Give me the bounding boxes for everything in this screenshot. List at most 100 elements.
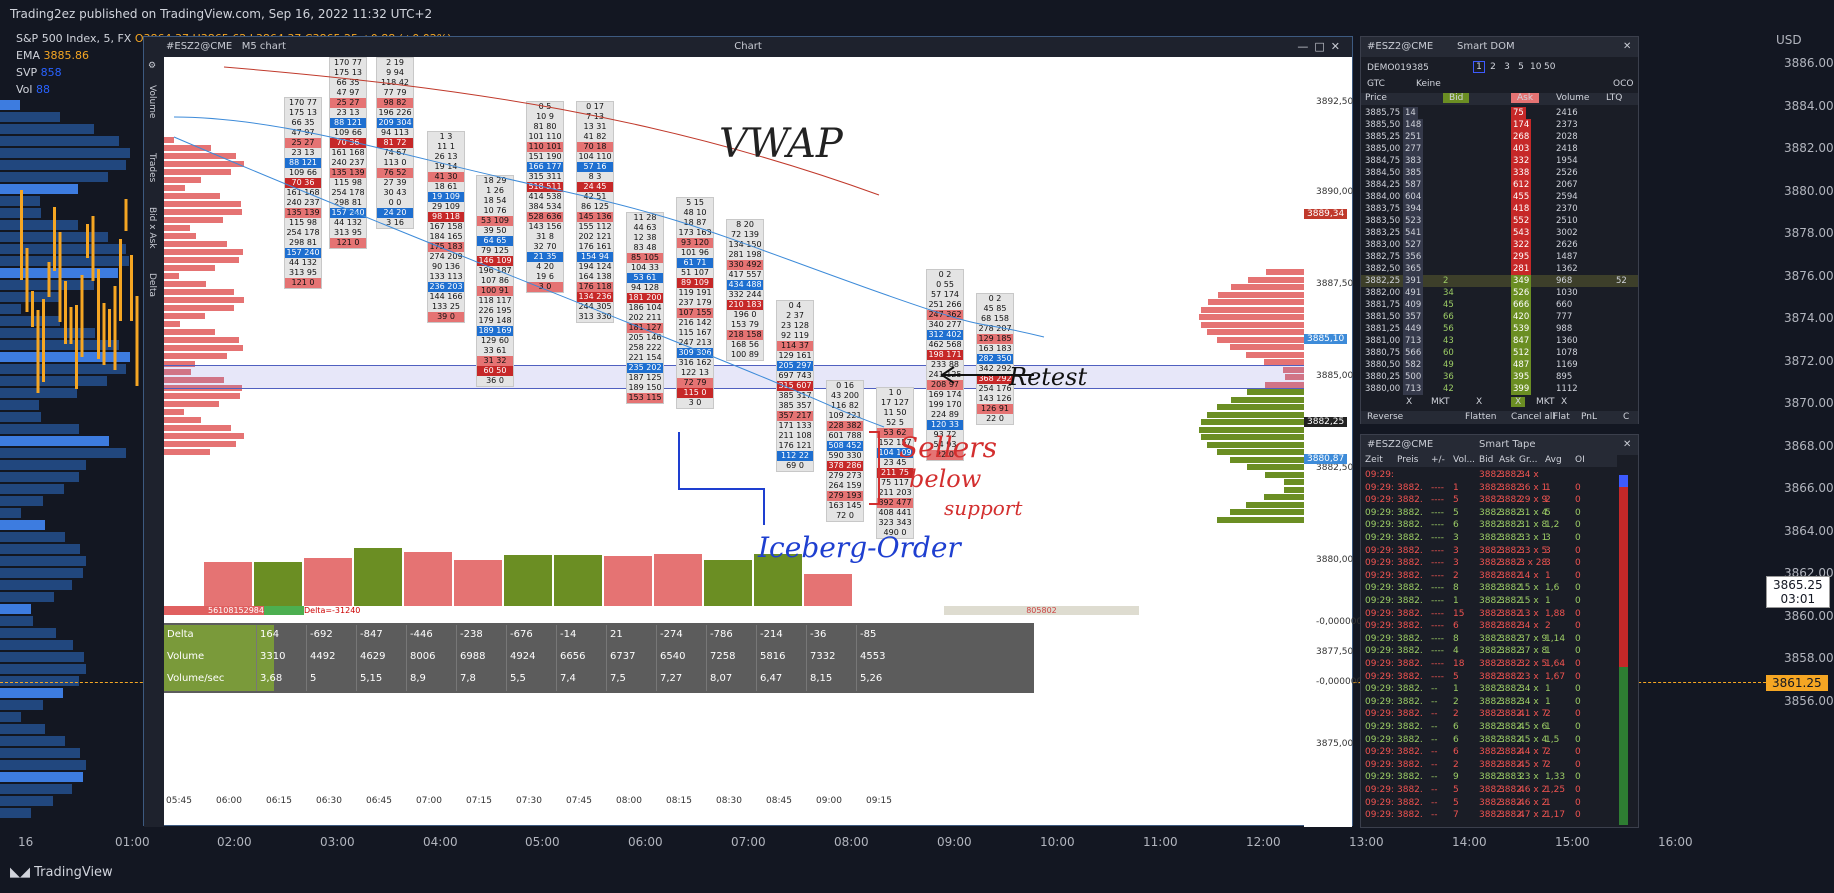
dom-row[interactable]: 3883,25 541 543 3002 xyxy=(1361,227,1638,239)
qty-button[interactable]: 10 xyxy=(1530,62,1542,72)
tif-select[interactable]: GTC xyxy=(1367,79,1385,89)
dom-row[interactable]: 3885,75 14 75 2416 xyxy=(1361,107,1638,119)
oco-mode[interactable]: Keine xyxy=(1416,79,1441,89)
dom-row[interactable]: 3881,00 713 43 847 1360 xyxy=(1361,335,1638,347)
tape-row[interactable]: 09:29: 3882. -- 9 3882. 3883. 23 x 1,33 0 xyxy=(1361,771,1617,784)
qty-button[interactable]: 1 xyxy=(1473,61,1485,73)
account-select[interactable]: DEMO019385 xyxy=(1367,63,1429,73)
dom-row[interactable]: 3884,25 587 612 2067 xyxy=(1361,179,1638,191)
tab-delta[interactable]: Delta xyxy=(147,273,157,298)
dom-row[interactable]: 3881,75 409 45 666 660 xyxy=(1361,299,1638,311)
orderflow-chart-window[interactable]: #ESZ2@CME M5 chart Chart —□✕ ⚙ Volume Tr… xyxy=(143,36,1362,827)
dom-button[interactable]: C xyxy=(1623,412,1630,422)
tape-symbol[interactable]: #ESZ2@CME xyxy=(1367,439,1434,450)
dom-row[interactable]: 3880,75 566 60 512 1078 xyxy=(1361,347,1638,359)
dom-row[interactable]: 3880,25 500 36 395 895 xyxy=(1361,371,1638,383)
close-icon[interactable]: ✕ xyxy=(1623,41,1632,52)
dom-action[interactable]: X xyxy=(1561,397,1568,407)
qty-button[interactable]: 2 xyxy=(1490,62,1496,72)
tape-row[interactable]: 09:29: 3882. 3882. 34 x xyxy=(1361,469,1617,482)
qty-button[interactable]: 3 xyxy=(1504,62,1510,72)
tape-row[interactable]: 09:29: 3882. -- 6 3882. 3882. 45 x 4 1,5 0 xyxy=(1361,734,1617,747)
tape-scrollbar[interactable] xyxy=(1619,475,1628,825)
close-icon[interactable]: ✕ xyxy=(1330,40,1346,53)
chart-time-axis[interactable]: 05:45 06:00 06:15 06:30 06:45 07:00 07:15 07:30… xyxy=(164,795,1304,809)
dom-button[interactable]: Flat xyxy=(1553,412,1570,422)
orderflow-plot[interactable]: 170 77 175 13 66 35 47 97 25 27 23 13 88 121 10… xyxy=(164,57,1304,757)
dom-row[interactable]: 3883,75 394 418 2370 xyxy=(1361,203,1638,215)
chart-symbol[interactable]: #ESZ2@CME M5 chart xyxy=(166,41,286,52)
dom-row[interactable]: 3882,75 356 295 1487 xyxy=(1361,251,1638,263)
window-controls[interactable]: —□✕ xyxy=(1297,40,1346,53)
tab-trades[interactable]: Trades xyxy=(147,153,157,183)
dom-action[interactable]: MKT xyxy=(1431,397,1450,407)
qty-button[interactable]: 50 xyxy=(1544,62,1556,72)
dom-row[interactable]: 3884,50 385 338 2526 xyxy=(1361,167,1638,179)
dom-action-row[interactable]: X MKT X X MKT X xyxy=(1361,397,1638,410)
dom-row[interactable]: 3881,50 357 66 420 777 xyxy=(1361,311,1638,323)
dom-row[interactable]: 3884,00 604 455 2594 xyxy=(1361,191,1638,203)
tape-row[interactable]: 09:29: 3882. -- 7 3882. 3882. 47 x 2 1,17 0 xyxy=(1361,809,1617,822)
dom-symbol[interactable]: #ESZ2@CME xyxy=(1367,41,1434,52)
smart-tape-window[interactable]: #ESZ2@CME Smart Tape ✕ Zeit Preis +/- Vol..… xyxy=(1360,434,1639,828)
dom-row[interactable]: 3883,50 523 552 2510 xyxy=(1361,215,1638,227)
dom-row[interactable]: 3883,00 527 322 2626 xyxy=(1361,239,1638,251)
dom-action[interactable]: X xyxy=(1511,397,1526,407)
dom-button[interactable]: PnL xyxy=(1581,412,1597,422)
dom-titlebar[interactable]: #ESZ2@CME Smart DOM ✕ xyxy=(1361,37,1638,57)
tape-row[interactable]: 09:29: 3882. ---- 15 3882. 3882. 13 x 1,88 0 xyxy=(1361,608,1617,621)
qty-button[interactable]: 5 xyxy=(1518,62,1524,72)
dom-action[interactable]: X xyxy=(1476,397,1483,407)
dom-row[interactable]: 3882,25 391 2 349 968 52 xyxy=(1361,275,1638,287)
minimize-icon[interactable]: — xyxy=(1297,40,1315,53)
dom-button[interactable]: Cancel all xyxy=(1511,412,1555,422)
oco-button[interactable]: OCO xyxy=(1613,79,1634,89)
chart-titlebar[interactable]: #ESZ2@CME M5 chart Chart —□✕ xyxy=(144,37,1352,57)
chart-price-axis[interactable]: 3892,50 3890,00 3887,50 3885,00 3882,50 3880,… xyxy=(1304,57,1362,827)
close-icon[interactable]: ✕ xyxy=(1623,439,1632,450)
dom-action[interactable]: MKT xyxy=(1536,397,1555,407)
dom-row[interactable]: 3885,00 277 403 2418 xyxy=(1361,143,1638,155)
dom-row[interactable]: 3884,75 383 332 1954 xyxy=(1361,155,1638,167)
tape-row[interactable]: 09:29: 3882. ---- 6 3882. 3882. 31 x 8 1,2 0 xyxy=(1361,519,1617,532)
dom-row[interactable]: 3881,25 449 56 539 988 xyxy=(1361,323,1638,335)
tab-volume[interactable]: Volume xyxy=(147,85,157,119)
tape-row[interactable]: 09:29: 3882. ---- 8 3882. 3882. 15 x 1,6 0 xyxy=(1361,582,1617,595)
dom-row[interactable]: 3882,50 365 281 1362 xyxy=(1361,263,1638,275)
maximize-icon[interactable]: □ xyxy=(1314,40,1331,53)
tradingview-logo[interactable]: ◣◢ TradingView xyxy=(10,865,113,880)
dom-row[interactable]: 3885,25 251 268 2028 xyxy=(1361,131,1638,143)
tape-row[interactable]: 09:29: 3882. ---- 5 3882. 3882. 23 x 1,67 0 xyxy=(1361,671,1617,684)
dom-row[interactable]: 3885,50 148 174 2373 xyxy=(1361,119,1638,131)
tab-bid-ask[interactable]: Bid x Ask xyxy=(147,207,157,249)
chart-left-sidebar[interactable]: ⚙ Volume Trades Bid x Ask Delta xyxy=(144,57,164,827)
tape-row[interactable]: 09:29: 3882. ---- 18 3882. 3882. 32 x 5 1,64 0 xyxy=(1361,658,1617,671)
time-axis[interactable]: 16 01:00 02:00 03:00 04:00 05:00 06:00 07:00 08:… xyxy=(0,832,1834,854)
dom-button[interactable]: Reverse xyxy=(1367,412,1404,422)
dom-row[interactable]: 3882,00 491 34 526 1030 xyxy=(1361,287,1638,299)
tape-row[interactable]: 09:29: 3882. -- 5 3882. 3882. 46 x 2 1,25 0 xyxy=(1361,784,1617,797)
tape-row[interactable]: 09:29: 3882. ---- 3 3882. 3882. 3 x 28 3 0 xyxy=(1361,557,1617,570)
price-axis[interactable]: USD 3886.00 3884.00 3882.00 3880.00 3878.00 3… xyxy=(1768,30,1834,830)
dom-row[interactable]: 3880,00 713 42 399 1112 xyxy=(1361,383,1638,395)
dom-buttons[interactable]: Reverse Flatten Cancel all Flat PnL C xyxy=(1361,411,1638,424)
settings-icon[interactable]: ⚙ xyxy=(147,61,157,71)
tape-titlebar[interactable]: #ESZ2@CME Smart Tape ✕ xyxy=(1361,435,1638,455)
dom-row[interactable]: 3880,50 582 49 487 1169 xyxy=(1361,359,1638,371)
dom-button[interactable]: Flatten xyxy=(1465,412,1497,422)
